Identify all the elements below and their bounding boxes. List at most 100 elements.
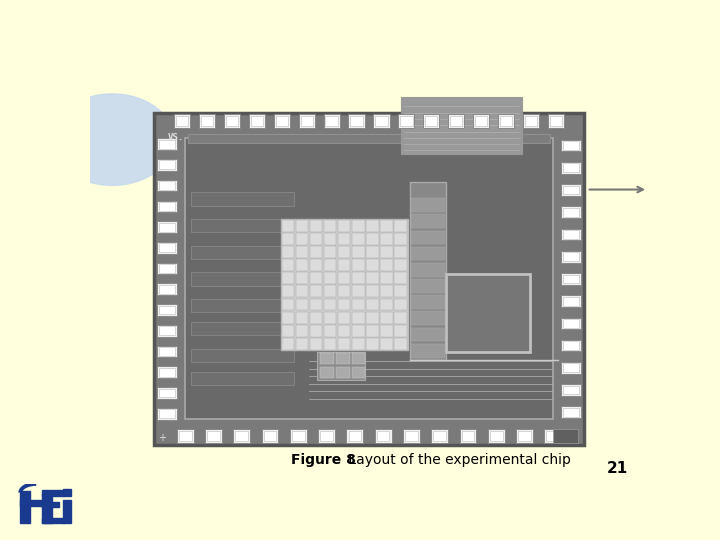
Bar (310, 285, 323, 298)
Bar (525, 116, 537, 126)
Bar (338, 259, 351, 271)
Bar (380, 259, 392, 271)
Bar (233, 429, 250, 443)
Bar (157, 221, 177, 233)
Bar (235, 431, 248, 442)
Bar (159, 368, 175, 377)
Bar (159, 389, 175, 397)
Bar (310, 220, 323, 232)
Bar (290, 429, 307, 443)
Bar (490, 431, 503, 442)
Bar (157, 284, 177, 295)
Bar (380, 312, 392, 323)
Bar (352, 353, 365, 364)
Bar (282, 259, 294, 271)
Bar (42, 518, 64, 523)
Bar (282, 246, 294, 258)
Bar (380, 246, 392, 258)
Bar (425, 116, 438, 126)
Bar (366, 272, 379, 284)
Bar (338, 338, 351, 350)
Bar (395, 338, 407, 350)
Bar (395, 220, 407, 232)
Bar (157, 138, 177, 150)
Bar (159, 222, 175, 232)
Bar (338, 272, 351, 284)
Bar (159, 244, 175, 252)
Bar (199, 114, 215, 128)
Bar (352, 285, 364, 298)
Bar (549, 116, 562, 126)
Bar (336, 367, 349, 379)
Bar (324, 220, 336, 232)
Bar (380, 272, 392, 284)
Bar (338, 246, 351, 258)
Bar (410, 183, 446, 360)
Bar (154, 113, 584, 446)
Bar (296, 338, 308, 350)
Bar (561, 273, 581, 285)
Bar (366, 233, 379, 245)
Bar (20, 491, 30, 523)
Bar (446, 274, 530, 352)
Text: VS.: VS. (168, 133, 184, 141)
Bar (475, 116, 487, 126)
Bar (296, 285, 308, 298)
Bar (159, 409, 175, 418)
Bar (563, 386, 579, 394)
Bar (159, 326, 175, 335)
Bar (380, 299, 392, 310)
Bar (563, 363, 579, 372)
Bar (310, 299, 323, 310)
Bar (405, 431, 418, 442)
Bar (20, 500, 44, 506)
Bar (352, 259, 364, 271)
Bar (377, 431, 390, 442)
Bar (366, 259, 379, 271)
Bar (546, 431, 559, 442)
Bar (412, 247, 445, 260)
Bar (398, 114, 415, 128)
Bar (320, 353, 334, 364)
Bar (338, 285, 351, 298)
Bar (352, 272, 364, 284)
Bar (473, 114, 489, 128)
Bar (159, 347, 175, 356)
Bar (299, 114, 315, 128)
Bar (375, 116, 387, 126)
Bar (157, 263, 177, 274)
Bar (380, 233, 392, 245)
Bar (191, 246, 294, 259)
Bar (395, 312, 407, 323)
Bar (366, 246, 379, 258)
Bar (157, 408, 177, 420)
Bar (561, 140, 581, 151)
Bar (462, 431, 474, 442)
Text: 21: 21 (607, 461, 629, 476)
Bar (157, 180, 177, 192)
Bar (207, 431, 220, 442)
Bar (324, 299, 336, 310)
Bar (191, 272, 294, 286)
Bar (310, 325, 323, 337)
Bar (224, 114, 240, 128)
Bar (42, 490, 64, 496)
Bar (561, 251, 581, 262)
Bar (296, 259, 308, 271)
Bar (63, 501, 71, 523)
Bar (403, 429, 420, 443)
Bar (174, 114, 190, 128)
Bar (450, 116, 462, 126)
Bar (395, 246, 407, 258)
Bar (323, 114, 340, 128)
Text: Layout of the experimental chip: Layout of the experimental chip (344, 453, 571, 467)
Bar (523, 114, 539, 128)
Bar (401, 97, 521, 154)
Bar (310, 233, 323, 245)
Bar (296, 325, 308, 337)
Bar (488, 429, 505, 443)
Bar (318, 352, 365, 380)
Bar (400, 116, 413, 126)
Bar (459, 429, 477, 443)
Bar (338, 233, 351, 245)
